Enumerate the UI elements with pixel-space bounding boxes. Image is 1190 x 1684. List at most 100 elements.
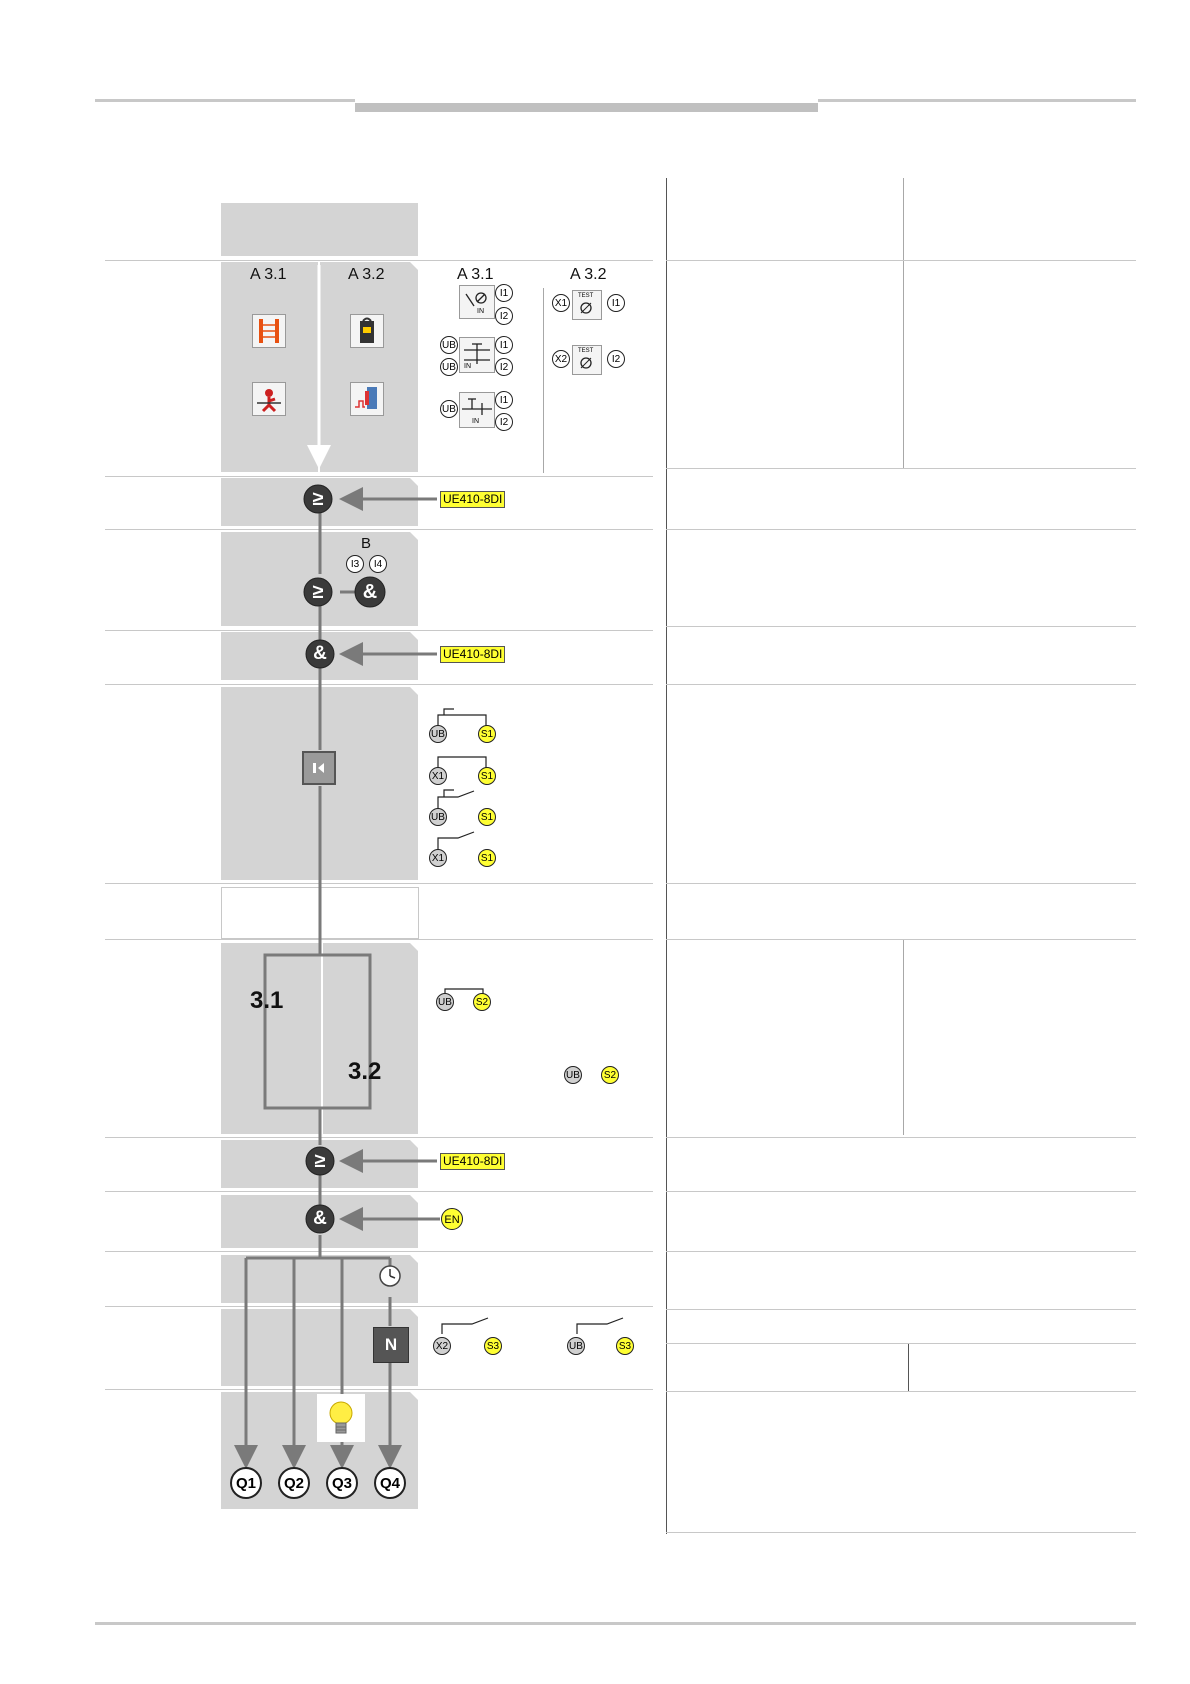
gate-and-2 xyxy=(305,1204,335,1234)
gate-ge-2 xyxy=(303,577,333,607)
row-sep xyxy=(105,1137,653,1138)
inputs-label-a31: A 3.1 xyxy=(250,266,287,283)
table-row-sep xyxy=(666,883,1136,884)
output-q1: Q1 xyxy=(230,1467,262,1499)
output-q4: Q4 xyxy=(374,1467,406,1499)
terminal-i1: I1 xyxy=(495,284,513,302)
terminal-i2: I2 xyxy=(495,307,513,325)
inputs-label-a32: A 3.2 xyxy=(348,266,385,283)
n-block: N xyxy=(373,1327,409,1363)
terminal-ub: UB xyxy=(440,358,458,376)
block-b-label: B xyxy=(361,535,372,552)
row-sep xyxy=(105,939,653,940)
terminal-ub: UB xyxy=(429,808,447,826)
table-row-sep xyxy=(666,1532,1136,1533)
terminal-ub: UB xyxy=(564,1066,582,1084)
terminal-x1: X1 xyxy=(552,294,570,312)
test-label: TEST xyxy=(578,348,594,354)
module-ue410-8di-3: UE410-8DI xyxy=(440,1153,506,1170)
light-curtain-icon xyxy=(252,314,286,348)
terminal-s3: S3 xyxy=(484,1337,502,1355)
terminal-i2: I2 xyxy=(495,358,513,376)
header-rule-left xyxy=(95,99,355,102)
reset-block-icon xyxy=(302,751,336,785)
table-col-divider-3 xyxy=(908,1343,909,1391)
terminal-s2: S2 xyxy=(601,1066,619,1084)
gate-ge-3 xyxy=(305,1146,335,1176)
terminal-s1: S1 xyxy=(478,725,496,743)
table-row-sep xyxy=(666,626,1136,627)
table-row-sep xyxy=(666,1391,1136,1392)
gate-and-1-label: & xyxy=(313,643,327,664)
path-label-31: 3.1 xyxy=(250,987,284,1014)
clock-icon xyxy=(379,1265,401,1287)
table-row-sep xyxy=(666,1343,1136,1344)
table-col-divider-1 xyxy=(903,178,904,468)
terminal-ub: UB xyxy=(440,400,458,418)
table-row-sep xyxy=(666,1309,1136,1310)
row-sep xyxy=(105,260,653,261)
row-sep xyxy=(105,883,653,884)
terminal-ub: UB xyxy=(436,993,454,1011)
terminal-i2: I2 xyxy=(607,350,625,368)
path-label-32: 3.2 xyxy=(348,1058,382,1085)
gate-ge-2-label: ≥ xyxy=(312,581,324,603)
row-sep xyxy=(105,684,653,685)
terminal-ub: UB xyxy=(567,1337,585,1355)
gate-and-b-label: & xyxy=(362,581,378,603)
in-label: IN xyxy=(472,418,479,425)
test-sensor-symbol: TEST xyxy=(572,290,602,320)
footer-rule xyxy=(95,1622,1136,1625)
wiring-label-a31: A 3.1 xyxy=(457,266,494,283)
table-row-sep xyxy=(666,529,1136,530)
gate-ge-1 xyxy=(303,484,333,514)
table-row-sep xyxy=(666,1251,1136,1252)
wiring-col-divider xyxy=(543,288,544,473)
terminal-i2: I2 xyxy=(495,413,513,431)
s3-wiring-lines xyxy=(441,1317,624,1334)
terminal-s1: S1 xyxy=(478,808,496,826)
gate-and-2-label: & xyxy=(313,1208,327,1229)
terminal-ub: UB xyxy=(429,725,447,743)
terminal-s3: S3 xyxy=(616,1337,634,1355)
wiring-sensor-symbol-1: IN xyxy=(459,285,495,319)
terminal-x2: X2 xyxy=(433,1337,451,1355)
gate-and-1 xyxy=(305,639,335,669)
output-q2: Q2 xyxy=(278,1467,310,1499)
terminal-s1: S1 xyxy=(478,767,496,785)
table-divider xyxy=(666,178,667,1534)
terminal-i3: I3 xyxy=(346,555,364,573)
band-paths xyxy=(221,943,418,1134)
terminal-s2: S2 xyxy=(473,993,491,1011)
single-switch-symbol: IN xyxy=(459,392,495,428)
table-row-sep xyxy=(666,939,1136,940)
in-label: IN xyxy=(477,308,484,315)
reset-wiring-lines xyxy=(437,708,487,850)
row-sep xyxy=(105,1389,653,1390)
terminal-s1: S1 xyxy=(478,849,496,867)
terminal-ub: UB xyxy=(440,336,458,354)
terminal-i1: I1 xyxy=(607,294,625,312)
header-rule-right xyxy=(818,99,1136,102)
emergency-stop-icon xyxy=(252,382,286,416)
row-sep xyxy=(105,1251,653,1252)
proximity-sensor-icon xyxy=(350,382,384,416)
path-band-divider xyxy=(321,943,323,1134)
gate-ge-3-label: ≥ xyxy=(314,1150,326,1172)
row-sep xyxy=(105,529,653,530)
table-row-sep xyxy=(666,1191,1136,1192)
terminal-x1: X1 xyxy=(429,767,447,785)
band-header xyxy=(221,203,418,256)
output-q3: Q3 xyxy=(326,1467,358,1499)
table-row-sep xyxy=(666,260,1136,261)
dual-channel-switch-symbol: IN xyxy=(459,337,495,373)
gate-and-b xyxy=(354,576,386,608)
terminal-en: EN xyxy=(441,1208,463,1230)
row-sep xyxy=(105,1191,653,1192)
terminal-i4: I4 xyxy=(369,555,387,573)
row-sep xyxy=(105,1306,653,1307)
lamp-icon xyxy=(317,1394,365,1442)
in-label: IN xyxy=(464,363,471,370)
row-sep xyxy=(105,476,653,477)
gate-ge-1-label: ≥ xyxy=(312,488,324,510)
